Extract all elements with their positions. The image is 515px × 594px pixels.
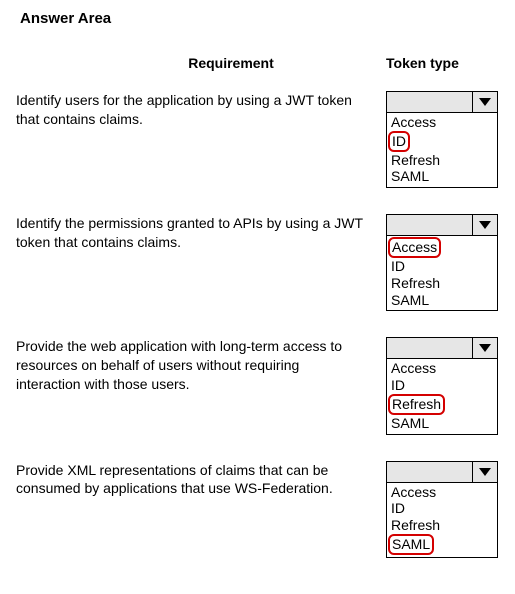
dropdown-option[interactable]: ID [390,377,494,394]
answer-area: Answer Area Requirement Token type Ident… [0,0,515,594]
dropdown-header[interactable] [387,338,497,359]
header-requirement: Requirement [16,55,386,71]
dropdown-option[interactable]: Refresh [390,275,494,292]
requirement-text: Identify the permissions granted to APIs… [16,214,386,252]
highlighted-answer: ID [388,131,410,152]
dropdown-header[interactable] [387,215,497,236]
chevron-down-icon[interactable] [472,338,497,358]
dropdown-spacer [387,338,472,358]
dropdown-option[interactable]: Refresh [390,394,494,415]
dropdown-option[interactable]: SAML [390,292,494,309]
dropdown-options: AccessIDRefreshSAML [387,359,497,433]
question-row: Provide XML representations of claims th… [16,461,499,558]
dropdown-spacer [387,92,472,112]
requirement-text: Provide XML representations of claims th… [16,461,386,499]
dropdown-option[interactable]: ID [390,131,494,152]
chevron-down-icon[interactable] [472,92,497,112]
dropdown-header[interactable] [387,462,497,483]
question-row: Identify users for the application by us… [16,91,499,188]
dropdown-option[interactable]: Access [390,114,494,131]
chevron-down-icon[interactable] [472,462,497,482]
chevron-down-icon[interactable] [472,215,497,235]
requirement-text: Identify users for the application by us… [16,91,386,129]
token-type-dropdown[interactable]: AccessIDRefreshSAML [386,337,498,434]
highlighted-answer: SAML [388,534,434,555]
dropdown-options: AccessIDRefreshSAML [387,483,497,557]
dropdown-option[interactable]: Refresh [390,517,494,534]
requirement-text: Provide the web application with long-te… [16,337,386,394]
column-headers: Requirement Token type [16,55,499,71]
dropdown-options: AccessIDRefreshSAML [387,113,497,187]
question-row: Provide the web application with long-te… [16,337,499,434]
header-token-type: Token type [386,55,499,71]
dropdown-option[interactable]: SAML [390,415,494,432]
dropdown-option[interactable]: Refresh [390,152,494,169]
dropdown-option[interactable]: Access [390,360,494,377]
rows-container: Identify users for the application by us… [16,91,499,558]
dropdown-option[interactable]: ID [390,258,494,275]
dropdown-options: AccessIDRefreshSAML [387,236,497,310]
token-type-dropdown[interactable]: AccessIDRefreshSAML [386,214,498,311]
highlighted-answer: Refresh [388,394,445,415]
token-type-dropdown[interactable]: AccessIDRefreshSAML [386,91,498,188]
dropdown-option[interactable]: SAML [390,534,494,555]
question-row: Identify the permissions granted to APIs… [16,214,499,311]
dropdown-spacer [387,215,472,235]
dropdown-option[interactable]: ID [390,500,494,517]
dropdown-header[interactable] [387,92,497,113]
dropdown-spacer [387,462,472,482]
page-title: Answer Area [20,10,499,27]
dropdown-option[interactable]: Access [390,237,494,258]
highlighted-answer: Access [388,237,441,258]
dropdown-option[interactable]: SAML [390,168,494,185]
token-type-dropdown[interactable]: AccessIDRefreshSAML [386,461,498,558]
dropdown-option[interactable]: Access [390,484,494,501]
